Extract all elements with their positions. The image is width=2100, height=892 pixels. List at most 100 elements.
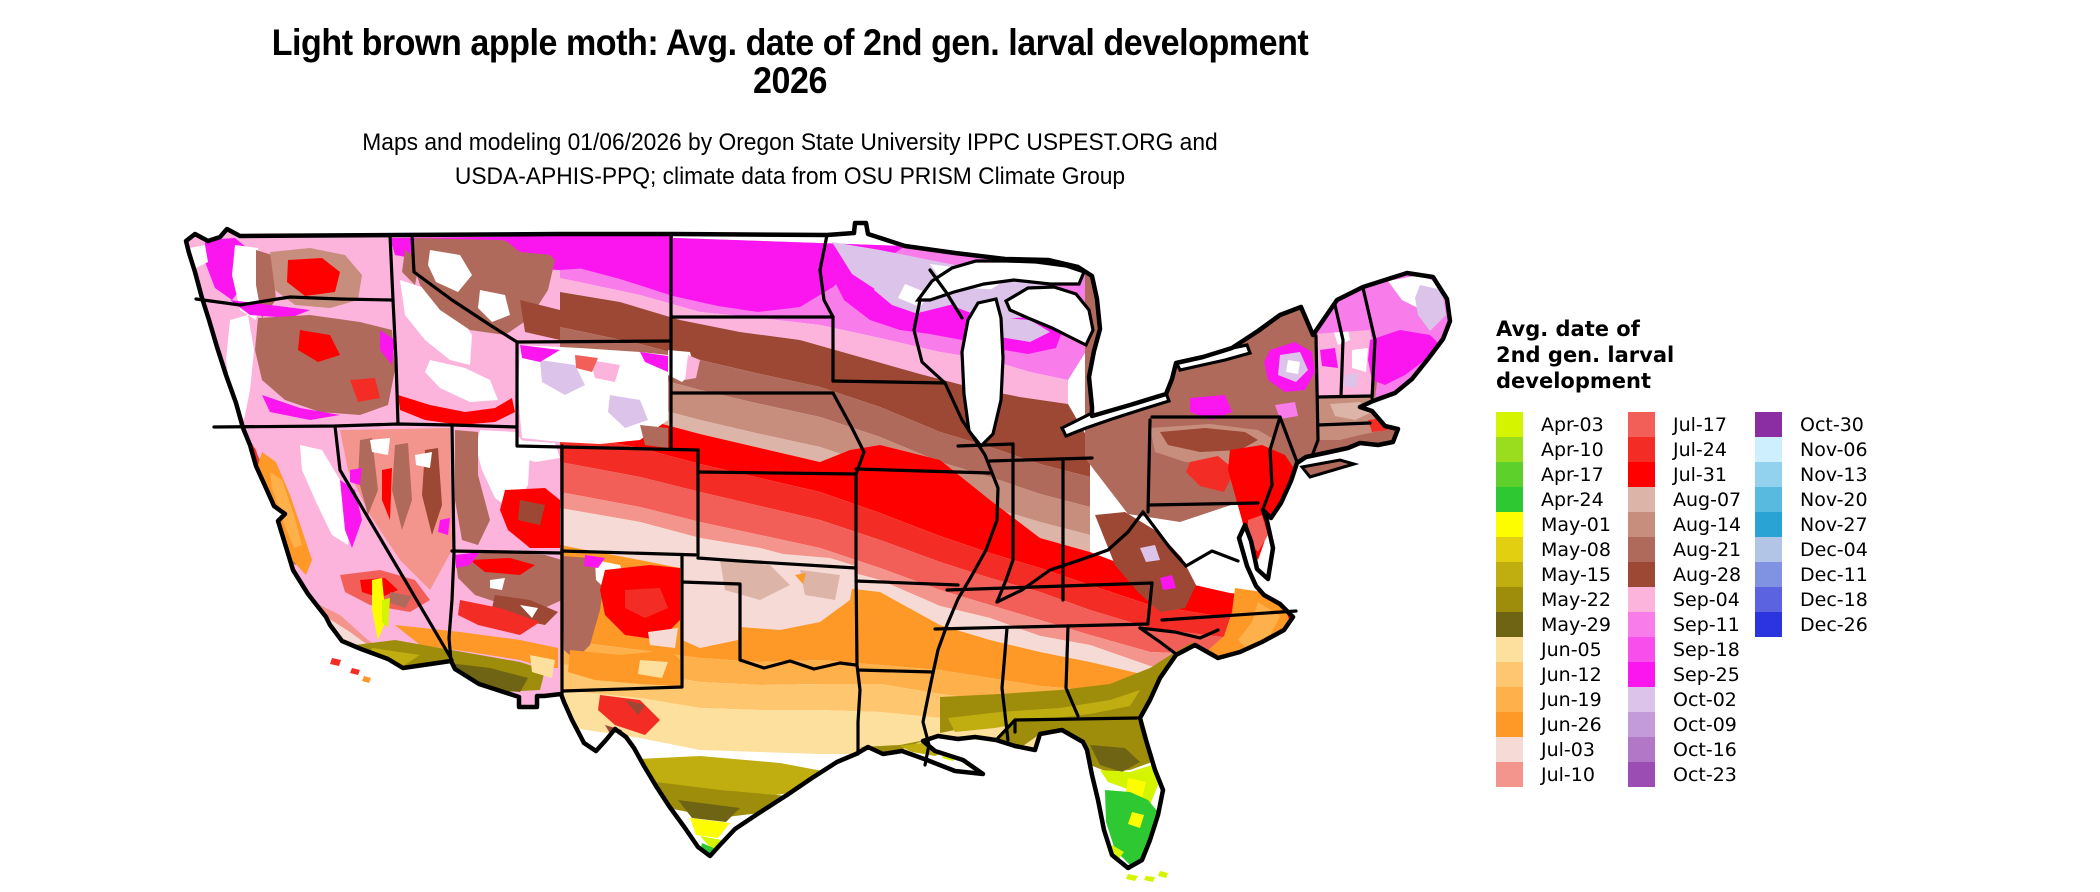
legend-entry: Aug-14 xyxy=(1628,512,1755,537)
legend-swatch xyxy=(1628,612,1655,637)
legend-swatch xyxy=(1628,537,1655,562)
legend-swatch xyxy=(1496,612,1523,637)
legend-entry: May-01 xyxy=(1496,512,1628,537)
legend-entry-label: Oct-16 xyxy=(1673,738,1737,761)
legend-entry-label: May-22 xyxy=(1541,588,1611,611)
legend-entry: Oct-23 xyxy=(1628,762,1755,787)
legend-entry: Jul-17 xyxy=(1628,412,1755,437)
legend-entry: May-29 xyxy=(1496,612,1628,637)
legend-swatch xyxy=(1496,637,1523,662)
legend-swatch xyxy=(1755,437,1782,462)
legend-entry-label: Dec-18 xyxy=(1800,588,1868,611)
legend-swatch xyxy=(1496,762,1523,787)
legend-entry-label: Dec-11 xyxy=(1800,563,1868,586)
legend-entry-label: Aug-07 xyxy=(1673,488,1742,511)
legend-entry: Jul-03 xyxy=(1496,737,1628,762)
legend-swatch xyxy=(1628,662,1655,687)
legend-swatch xyxy=(1628,412,1655,437)
legend-entry-label: Jun-05 xyxy=(1541,638,1602,661)
legend-entry-label: Nov-06 xyxy=(1800,438,1868,461)
legend-entry-label: May-29 xyxy=(1541,613,1611,636)
state-borders xyxy=(194,232,1377,767)
legend-swatch xyxy=(1628,737,1655,762)
legend-entry-label: Jun-12 xyxy=(1541,663,1602,686)
legend-entry-label: Sep-11 xyxy=(1673,613,1740,636)
legend-swatch xyxy=(1755,487,1782,512)
legend-entry: Oct-16 xyxy=(1628,737,1755,762)
legend-swatch xyxy=(1628,712,1655,737)
legend-swatch xyxy=(1496,462,1523,487)
legend-entry: May-15 xyxy=(1496,562,1628,587)
legend-title-line1: Avg. date of xyxy=(1496,317,1640,341)
legend-entry: Jul-10 xyxy=(1496,762,1628,787)
legend-swatch xyxy=(1628,462,1655,487)
legend-entry-label: Jul-17 xyxy=(1673,413,1727,436)
legend-entry: Oct-09 xyxy=(1628,712,1755,737)
legend-entry-label: Aug-21 xyxy=(1673,538,1742,561)
legend-entry-label: Jun-19 xyxy=(1541,688,1602,711)
legend-entry-label: Oct-23 xyxy=(1673,763,1737,786)
legend-column: Apr-03 Apr-10 Apr-17 Apr-24 May-01 May-08 May-… xyxy=(1496,412,1628,787)
legend-entry: Nov-27 xyxy=(1755,512,1887,537)
legend-swatch xyxy=(1755,612,1782,637)
legend-entry: Sep-25 xyxy=(1628,662,1755,687)
legend-column: Oct-30 Nov-06 Nov-13 Nov-20 Nov-27 Dec-04 Dec-… xyxy=(1755,412,1887,787)
legend-swatch xyxy=(1628,587,1655,612)
legend-entry: Apr-03 xyxy=(1496,412,1628,437)
map-fill-regions xyxy=(186,223,1450,868)
legend-swatch xyxy=(1628,687,1655,712)
legend-entry: Nov-06 xyxy=(1755,437,1887,462)
legend-entry: Jun-12 xyxy=(1496,662,1628,687)
legend-swatch xyxy=(1496,587,1523,612)
legend-swatch xyxy=(1628,637,1655,662)
legend-swatch xyxy=(1755,412,1782,437)
legend-entry-label: Dec-26 xyxy=(1800,613,1868,636)
legend-swatch xyxy=(1496,412,1523,437)
legend-entry: Apr-10 xyxy=(1496,437,1628,462)
legend-entry: Aug-21 xyxy=(1628,537,1755,562)
legend-swatch xyxy=(1628,562,1655,587)
subtitle-block: Maps and modeling 01/06/2026 by Oregon S… xyxy=(170,126,1410,194)
legend-entry: Oct-30 xyxy=(1755,412,1887,437)
legend-entry-label: Jun-26 xyxy=(1541,713,1602,736)
legend-entry: Sep-18 xyxy=(1628,637,1755,662)
legend-entry-label: Jul-31 xyxy=(1673,463,1727,486)
legend-entry-label: Sep-18 xyxy=(1673,638,1740,661)
legend-title: Avg. date of 2nd gen. larval development xyxy=(1496,316,1916,394)
legend-entry-label: Sep-04 xyxy=(1673,588,1740,611)
legend-swatch xyxy=(1755,587,1782,612)
legend-entry-label: Apr-10 xyxy=(1541,438,1604,461)
legend-entry: Jul-24 xyxy=(1628,437,1755,462)
legend-swatch xyxy=(1755,562,1782,587)
legend-entry-label: Dec-04 xyxy=(1800,538,1868,561)
legend-swatch xyxy=(1755,512,1782,537)
legend-entry-label: Nov-27 xyxy=(1800,513,1868,536)
legend-entry: Apr-17 xyxy=(1496,462,1628,487)
legend-swatch xyxy=(1496,562,1523,587)
legend-entry: Sep-11 xyxy=(1628,612,1755,637)
legend-entry: Dec-26 xyxy=(1755,612,1887,637)
legend-entry: Sep-04 xyxy=(1628,587,1755,612)
page-title-line2: 2026 xyxy=(753,60,827,101)
legend-entry: Aug-07 xyxy=(1628,487,1755,512)
legend-swatch xyxy=(1496,712,1523,737)
legend-entry-label: Jul-24 xyxy=(1673,438,1727,461)
legend-entry: Oct-02 xyxy=(1628,687,1755,712)
legend-entry-label: Aug-28 xyxy=(1673,563,1742,586)
legend-swatch xyxy=(1628,762,1655,787)
legend-swatch xyxy=(1755,537,1782,562)
legend-entry: Jul-31 xyxy=(1628,462,1755,487)
legend-entry-label: May-01 xyxy=(1541,513,1611,536)
legend-entry: May-22 xyxy=(1496,587,1628,612)
islands xyxy=(330,458,1360,882)
legend-entry: Dec-18 xyxy=(1755,587,1887,612)
subtitle-line2: USDA-APHIS-PPQ; climate data from OSU PR… xyxy=(454,163,1126,190)
legend-swatch xyxy=(1496,487,1523,512)
legend-entry: Nov-13 xyxy=(1755,462,1887,487)
legend-entry-label: May-15 xyxy=(1541,563,1611,586)
legend-column: Jul-17 Jul-24 Jul-31 Aug-07 Aug-14 Aug-21 Aug-… xyxy=(1628,412,1755,787)
legend-swatch xyxy=(1755,462,1782,487)
page-title-line1: Light brown apple moth: Avg. date of 2nd… xyxy=(271,22,1309,63)
